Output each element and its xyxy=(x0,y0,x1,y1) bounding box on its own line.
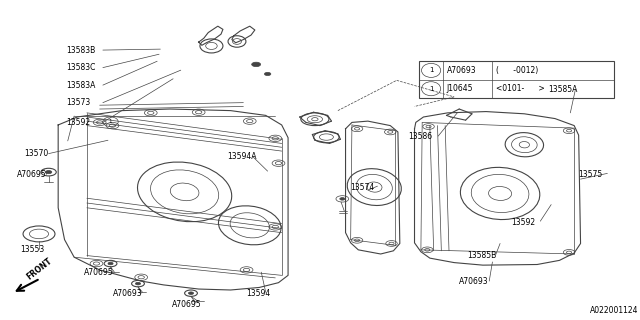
Text: 13575: 13575 xyxy=(579,170,603,179)
Ellipse shape xyxy=(252,62,260,67)
Bar xyxy=(419,61,614,98)
Text: 13583C: 13583C xyxy=(66,63,95,72)
Text: (      -0012): ( -0012) xyxy=(495,66,538,75)
Text: 13570: 13570 xyxy=(24,149,49,158)
Text: 13573: 13573 xyxy=(66,98,90,107)
Text: 13594: 13594 xyxy=(246,289,271,298)
Ellipse shape xyxy=(45,171,52,174)
Text: 1: 1 xyxy=(109,119,112,124)
Text: J10645: J10645 xyxy=(447,84,473,93)
Ellipse shape xyxy=(264,72,271,76)
Text: <0101-      >: <0101- > xyxy=(495,84,545,93)
Text: A70695: A70695 xyxy=(84,268,113,277)
Text: A70693: A70693 xyxy=(447,66,476,75)
Text: 13583A: 13583A xyxy=(66,81,95,90)
Text: 1: 1 xyxy=(429,86,433,92)
Text: A70695: A70695 xyxy=(17,170,47,179)
Text: 13592: 13592 xyxy=(66,118,90,127)
Text: 13583B: 13583B xyxy=(66,45,95,55)
Text: 13586: 13586 xyxy=(408,132,432,140)
Text: A022001124: A022001124 xyxy=(589,307,638,316)
Text: A70693: A70693 xyxy=(460,277,489,286)
Text: 13594A: 13594A xyxy=(227,152,257,161)
Ellipse shape xyxy=(188,292,193,294)
Text: 13585A: 13585A xyxy=(548,85,578,94)
Text: 13553: 13553 xyxy=(20,245,44,254)
Ellipse shape xyxy=(136,282,141,285)
Text: A70693: A70693 xyxy=(113,289,142,298)
Ellipse shape xyxy=(108,262,113,265)
Text: 13592: 13592 xyxy=(511,218,536,227)
Text: A70695: A70695 xyxy=(172,300,202,308)
Text: FRONT: FRONT xyxy=(25,256,54,282)
Text: 1: 1 xyxy=(429,68,433,73)
Ellipse shape xyxy=(340,197,345,200)
Text: 13585B: 13585B xyxy=(467,251,496,260)
Text: 13574: 13574 xyxy=(351,183,375,192)
